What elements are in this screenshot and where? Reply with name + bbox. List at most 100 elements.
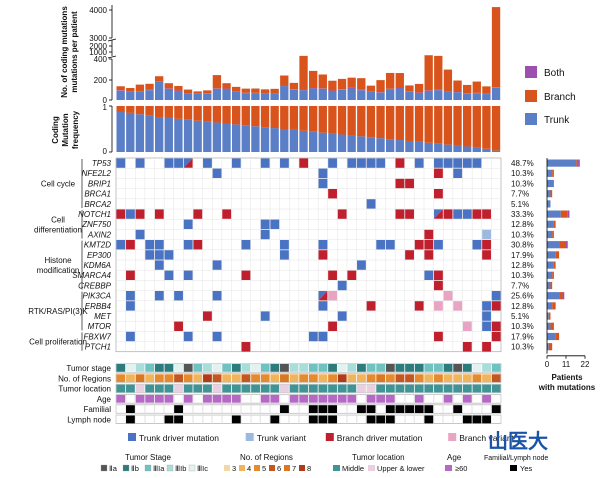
regions-label: 8: [307, 464, 311, 473]
clinical-cell: [116, 364, 126, 372]
clinical-cell-empty: [491, 394, 501, 403]
clinical-cell: [116, 384, 126, 393]
clinical-cell-empty: [279, 415, 289, 424]
regions-swatch: [299, 465, 305, 471]
mutation-cell: [174, 158, 183, 168]
mutation-cell: [462, 321, 472, 331]
clinical-cell: [260, 394, 270, 403]
clinical-cell: [308, 394, 318, 403]
branch-bar: [135, 84, 145, 91]
trunk-frequency-bar: [434, 143, 443, 152]
clinical-cell: [395, 374, 405, 383]
clinical-cell: [174, 364, 183, 372]
clinical-cell-empty: [116, 415, 126, 424]
mutation-cell: [318, 301, 328, 311]
clinical-cell: [376, 364, 386, 372]
regions-label: 4: [247, 464, 251, 473]
branch-frequency-bar: [116, 106, 125, 112]
both-bar: [357, 89, 366, 91]
clinical-cell: [135, 384, 145, 393]
trunk-frequency-bar: [241, 125, 250, 152]
percentage-label: 5.1%: [511, 200, 529, 209]
trunk-frequency-bar: [299, 130, 308, 152]
patient-axis-title: Patients: [551, 373, 583, 382]
branch-bar: [328, 80, 337, 91]
clinical-cell-empty: [183, 415, 193, 424]
location-label: Upper & lower: [377, 464, 425, 473]
branch-frequency-bar: [270, 106, 279, 129]
patient-trunk-bar: [547, 251, 556, 259]
clinical-cell: [289, 394, 299, 403]
clinical-cell: [414, 364, 424, 372]
clinical-cell: [491, 374, 501, 383]
both-bar: [241, 92, 250, 94]
clinical-cell: [289, 384, 299, 393]
legend-swatch: [525, 66, 537, 78]
both-bar: [347, 87, 356, 89]
legend-title: Tumor Stage: [125, 453, 171, 462]
regions-swatch: [284, 465, 290, 471]
mutation-cell: [154, 250, 164, 260]
clinical-cell-empty: [154, 415, 164, 424]
trunk-frequency-bar: [232, 124, 241, 152]
mutation-cell: [434, 240, 443, 250]
branch-bar: [491, 7, 501, 88]
clinical-cell: [366, 364, 376, 372]
branch-frequency-bar: [472, 106, 481, 148]
trunk-bar: [135, 91, 145, 100]
trunk-frequency-bar: [251, 126, 260, 152]
stage-label: ⅢIa: [153, 464, 165, 473]
trunk-frequency-bar: [347, 135, 356, 152]
trunk-bar: [472, 93, 481, 100]
yes-swatch: [510, 465, 517, 471]
clinical-cell: [472, 384, 482, 393]
mutation-cell: [193, 240, 203, 250]
percentage-label: 10.3%: [511, 169, 534, 178]
gene-label: KMT2D: [84, 241, 111, 250]
clinical-cell: [347, 384, 357, 393]
trunk-frequency-bar: [463, 146, 472, 152]
clinical-cell-empty: [337, 415, 347, 424]
mutation-cell: [308, 331, 318, 342]
mutation-cell: [472, 158, 482, 168]
patient-trunk-bar: [547, 281, 551, 290]
axis-break-mark: [107, 55, 117, 59]
clinical-cell: [251, 384, 260, 393]
mutation-legend-label: Branch variant: [459, 433, 514, 443]
stage-swatch: [122, 464, 130, 472]
watermark-logo: 山医大: [488, 430, 548, 453]
patient-branch-bar: [550, 322, 554, 330]
mutation-cell: [203, 311, 212, 321]
mutation-cell: [453, 168, 463, 178]
clinical-cell: [154, 364, 164, 372]
gene-label: TP53: [92, 159, 112, 168]
trunk-bar: [424, 90, 433, 100]
trunk-bar: [453, 92, 462, 100]
clinical-cell-empty: [453, 394, 463, 403]
branch-frequency-bar: [443, 106, 453, 145]
mutation-cell: [126, 209, 135, 219]
gene-label: ZNF750: [81, 220, 111, 229]
clinical-cell: [328, 405, 337, 413]
clinical-cell: [462, 415, 472, 424]
clinical-cell: [424, 405, 434, 413]
clinical-cell: [299, 364, 309, 372]
clinical-cell: [366, 415, 376, 424]
clinical-cell: [385, 415, 395, 424]
branch-bar: [376, 80, 385, 93]
mutation-cell: [366, 199, 376, 209]
clinical-cell: [357, 364, 366, 372]
both-bar: [299, 89, 308, 91]
branch-bar: [395, 73, 404, 89]
clinical-cell: [337, 364, 347, 372]
clinical-cell: [270, 374, 280, 383]
clinical-cell: [395, 405, 405, 413]
clinical-cell: [443, 384, 453, 393]
clinical-cell: [405, 374, 414, 383]
trunk-frequency-bar: [116, 111, 125, 152]
trunk-frequency-bar: [482, 148, 491, 152]
mutation-cell: [328, 270, 337, 280]
clinical-cell: [462, 384, 472, 393]
clinical-cell-empty: [443, 405, 453, 414]
mutation-legend-swatch: [128, 433, 136, 441]
